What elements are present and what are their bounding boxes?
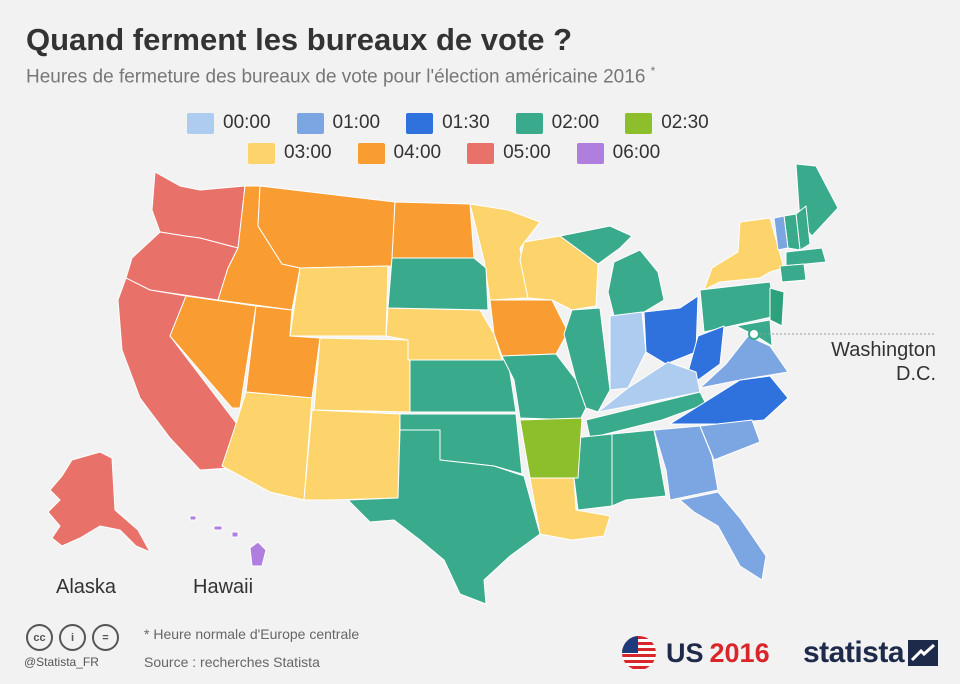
state-hawaii [249, 541, 267, 567]
legend-label: 03:00 [284, 142, 332, 163]
legend-label: 06:00 [612, 142, 661, 163]
state-connecticut [779, 263, 807, 283]
state-florida [679, 491, 767, 581]
state-new-jersey [769, 287, 785, 327]
legend-item: 02:30 [625, 112, 709, 134]
state-south-carolina [699, 419, 761, 461]
state-arkansas [519, 417, 583, 479]
statista-logo[interactable]: statista [803, 636, 939, 670]
legend-swatch [187, 112, 214, 134]
source-text: Source : recherches Statista [144, 654, 320, 670]
state-illinois [563, 307, 611, 413]
legend-swatch [625, 112, 653, 134]
hawaii-island [189, 515, 197, 521]
us-label: US [666, 637, 704, 668]
state-virginia [699, 335, 789, 389]
state-alabama [611, 429, 667, 507]
legend-item: 04:00 [357, 142, 442, 164]
legend-label: 02:00 [551, 112, 600, 133]
us-flag-icon [622, 636, 656, 670]
subtitle-mark: * [650, 64, 656, 78]
dc-label-line1: Washington [831, 339, 936, 361]
state-kentucky [597, 361, 701, 413]
equals-icon[interactable]: = [92, 624, 119, 651]
legend-row-2: 03:00 04:00 05:00 06:00 [248, 142, 686, 164]
state-california [117, 277, 241, 471]
alaska-label: Alaska [56, 576, 117, 598]
legend-label: 05:00 [503, 142, 551, 163]
cc-icon[interactable]: cc [26, 624, 53, 651]
hawaii-island [231, 531, 239, 538]
brand-name: statista [803, 636, 905, 669]
legend-swatch [406, 112, 434, 134]
state-tennessee [585, 391, 707, 439]
legend-item: 00:00 [187, 112, 271, 134]
license-icons: cc i = [26, 624, 119, 651]
twitter-handle[interactable]: @Statista_FR [24, 655, 99, 669]
legend-label: 01:30 [442, 112, 490, 133]
legend-item: 01:30 [406, 112, 490, 134]
footnote: * Heure normale d'Europe centrale [144, 626, 360, 642]
subtitle-text: Heures de fermeture des bureaux de vote … [26, 66, 646, 88]
state-vermont [773, 215, 789, 251]
legend-swatch [515, 112, 543, 134]
legend-swatch [296, 112, 324, 134]
legend-swatch [248, 142, 275, 164]
dc-label: Washington D.C. [831, 338, 936, 386]
state-arizona [221, 391, 313, 501]
legend-item: 01:00 [296, 112, 381, 134]
legend-label: 04:00 [393, 142, 442, 163]
legend-label: 00:00 [223, 112, 271, 133]
dc-label-line2: D.C. [896, 363, 936, 385]
state-wyoming [289, 265, 389, 337]
state-missouri [501, 353, 587, 421]
state-iowa [489, 299, 569, 357]
legend-item: 06:00 [576, 142, 661, 164]
state-michigan [607, 249, 665, 317]
state-kansas [409, 359, 517, 413]
page-subtitle: Heures de fermeture des bureaux de vote … [26, 64, 655, 88]
legend-swatch [467, 142, 495, 164]
dc-marker [748, 328, 760, 340]
state-indiana [609, 311, 647, 391]
state-alaska [47, 451, 151, 553]
legend-item: 05:00 [467, 142, 551, 164]
legend-swatch [576, 142, 604, 164]
page-title: Quand ferment les bureaux de vote ? [26, 22, 573, 57]
legend-label: 02:30 [661, 112, 709, 133]
state-massachusetts [785, 247, 827, 267]
legend-swatch [357, 142, 385, 164]
person-icon[interactable]: i [59, 624, 86, 651]
state-montana [257, 185, 396, 269]
state-west-virginia [687, 325, 725, 381]
us-2016-logo: US 2016 [622, 636, 770, 670]
legend-item: 03:00 [248, 142, 332, 164]
state-michigan-up [559, 225, 633, 265]
hawaii-label: Hawaii [193, 576, 254, 598]
legend-item: 02:00 [515, 112, 600, 134]
state-new-mexico [303, 409, 401, 501]
state-colorado [313, 337, 411, 413]
us-year: 2016 [709, 637, 770, 668]
legend-label: 01:00 [332, 112, 381, 133]
us-map [47, 163, 935, 605]
state-nevada [169, 295, 257, 409]
state-new-york [703, 217, 785, 291]
statista-mark-icon [908, 640, 939, 666]
hawaii-island [213, 525, 223, 531]
state-south-dakota [387, 257, 489, 311]
state-north-dakota [391, 201, 475, 259]
legend-row-1: 00:00 01:00 01:30 02:00 02:30 [187, 112, 735, 134]
state-texas [347, 429, 541, 605]
